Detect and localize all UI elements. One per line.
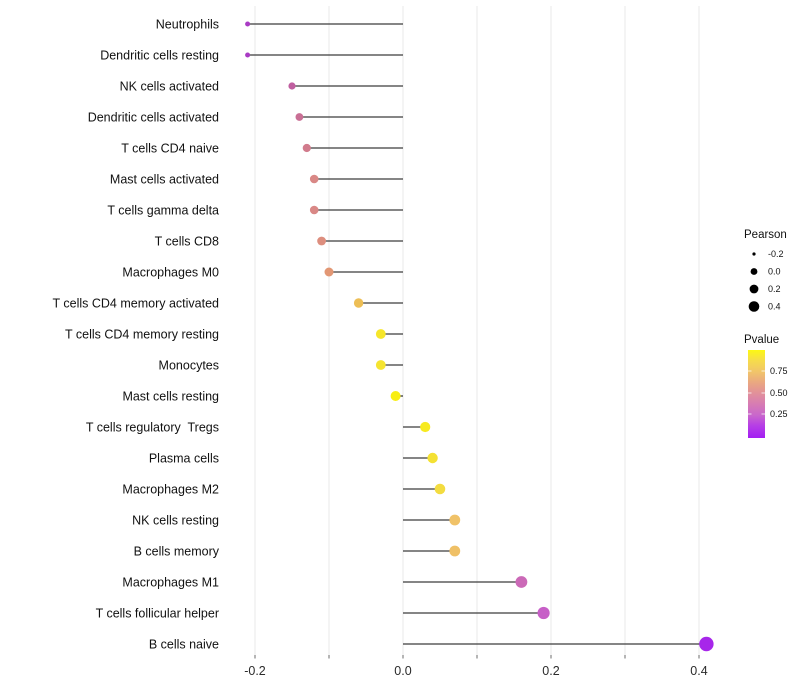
- legend-size-label: -0.2: [768, 249, 784, 259]
- x-tick-label: -0.2: [244, 664, 266, 678]
- data-point: [375, 329, 386, 339]
- data-point: [699, 636, 714, 652]
- category-label: Mast cells activated: [110, 173, 219, 187]
- data-point: [353, 298, 364, 308]
- legend-size-label: 0.2: [768, 284, 781, 294]
- data-point: [537, 606, 550, 620]
- category-label: B cells naive: [149, 638, 219, 652]
- data-point: [434, 483, 446, 495]
- data-point: [427, 452, 438, 464]
- data-point: [317, 236, 326, 246]
- legend-size-label: 0.4: [768, 302, 781, 312]
- pvalue-legend-title: Pvalue: [744, 334, 780, 346]
- category-label: T cells CD4 memory activated: [53, 297, 220, 311]
- data-point: [295, 113, 304, 121]
- legend-size-dot: [748, 301, 760, 312]
- data-point: [375, 360, 386, 370]
- category-label: Plasma cells: [149, 452, 219, 466]
- x-tick-label: 0.4: [690, 664, 707, 678]
- colorbar-label: 0.25: [770, 409, 788, 419]
- legend-size-dot: [750, 268, 758, 275]
- category-label: Monocytes: [159, 359, 219, 373]
- category-label: Macrophages M1: [122, 576, 219, 590]
- category-label: Dendritic cells resting: [100, 49, 219, 63]
- legend-size-label: 0.0: [768, 267, 781, 277]
- x-tick-label: 0.0: [394, 664, 411, 678]
- pvalue-colorbar: [748, 350, 765, 438]
- category-label: Dendritic cells activated: [88, 111, 219, 125]
- data-point: [324, 267, 334, 277]
- x-tick-label: 0.2: [542, 664, 559, 678]
- colorbar-label: 0.50: [770, 388, 788, 398]
- category-label: T cells CD4 memory resting: [65, 328, 219, 342]
- pearson-legend-title: Pearson: [744, 229, 787, 241]
- data-point: [390, 391, 401, 401]
- legend-size-dot: [749, 284, 759, 294]
- category-label: T cells CD4 naive: [121, 142, 219, 156]
- data-point: [309, 174, 319, 184]
- category-label: NK cells resting: [132, 514, 219, 528]
- category-label: T cells gamma delta: [107, 204, 219, 218]
- data-point: [245, 52, 251, 58]
- category-label: Macrophages M2: [122, 483, 219, 497]
- category-label: T cells regulatory Tregs: [86, 421, 219, 435]
- category-label: Macrophages M0: [122, 266, 219, 280]
- data-point: [515, 576, 528, 588]
- category-label: Neutrophils: [156, 18, 219, 32]
- data-point: [449, 514, 461, 526]
- colorbar-label: 0.75: [770, 366, 788, 376]
- category-label: T cells CD8: [155, 235, 219, 249]
- data-point: [288, 82, 296, 90]
- data-point: [420, 421, 431, 433]
- category-label: NK cells activated: [120, 80, 219, 94]
- category-label: Mast cells resting: [122, 390, 219, 404]
- data-point: [449, 545, 461, 557]
- legend-size-dot: [752, 252, 756, 256]
- data-point: [245, 21, 251, 27]
- category-label: B cells memory: [134, 545, 220, 559]
- data-point: [309, 205, 319, 215]
- data-point: [302, 143, 311, 153]
- category-label: T cells follicular helper: [96, 607, 219, 621]
